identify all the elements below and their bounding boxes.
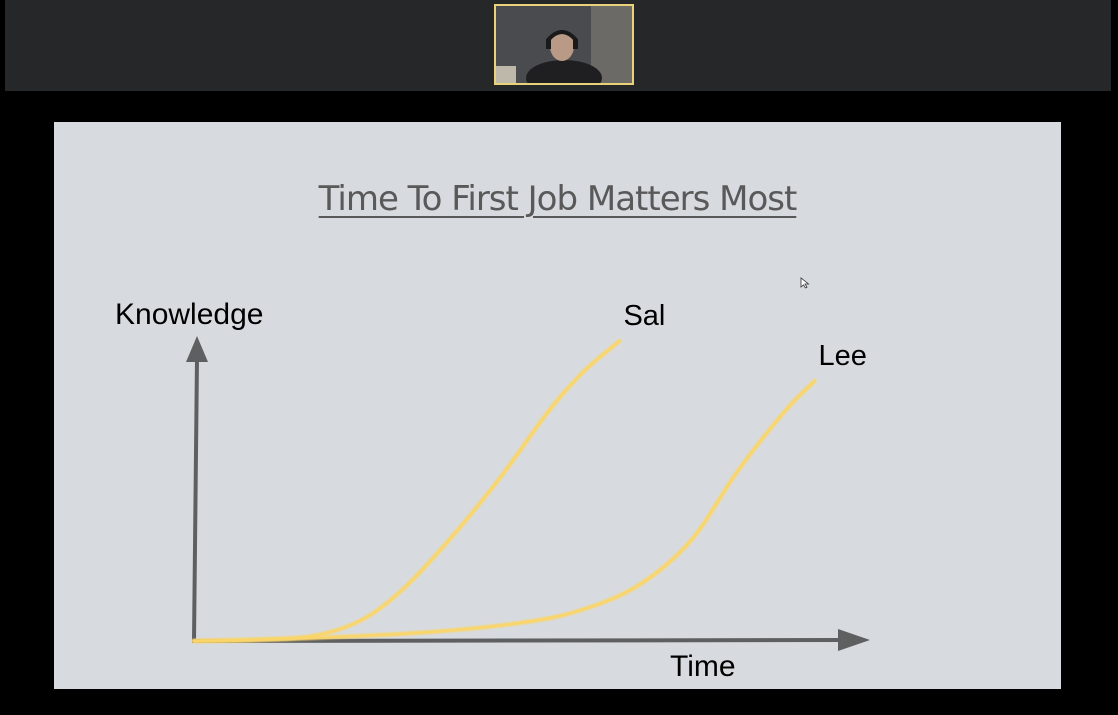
series-line-sal xyxy=(192,339,622,643)
chart-axes xyxy=(186,336,870,651)
chart-series xyxy=(192,339,817,643)
x-axis-line xyxy=(191,638,845,643)
mouse-cursor-icon xyxy=(800,277,810,289)
series-line-lee xyxy=(192,379,817,643)
presentation-slide: Time To First Job Matters Most Sal Lee Kno… xyxy=(54,122,1061,689)
series-label-lee: Lee xyxy=(818,340,866,372)
knowledge-time-chart: Sal Lee Knowledge Time xyxy=(115,298,870,683)
y-axis-label: Knowledge xyxy=(115,298,263,331)
x-axis-label: Time xyxy=(670,650,736,683)
chart-labels: Sal Lee Knowledge Time xyxy=(115,298,867,683)
series-label-sal: Sal xyxy=(623,300,665,332)
y-axis-arrow-icon xyxy=(186,336,208,362)
x-axis-arrow-icon xyxy=(838,629,870,651)
participants-strip xyxy=(5,0,1111,91)
participant-video xyxy=(496,6,632,83)
y-axis-line xyxy=(192,357,199,642)
slide-title: Time To First Job Matters Most xyxy=(318,179,798,219)
participant-video-tile[interactable] xyxy=(494,4,634,85)
